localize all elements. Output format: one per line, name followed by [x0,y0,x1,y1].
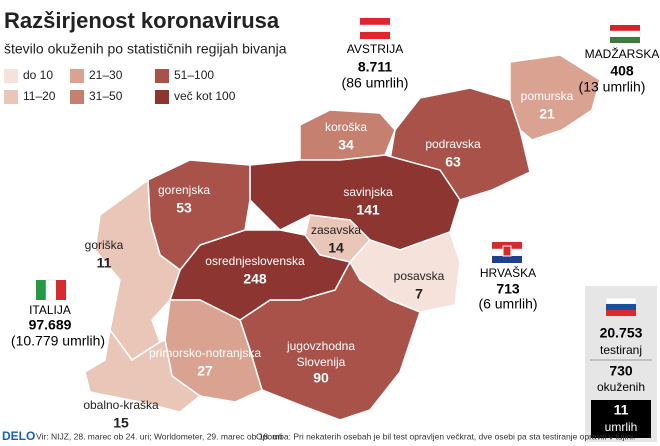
flag-italy [36,279,66,301]
legend-swatch [4,90,18,104]
country-deaths: (10.779 umrlih) [11,333,105,349]
region-name: pomurska [521,89,574,103]
region [84,328,202,413]
country-name: MADŽARSKA [585,46,660,61]
region-name: posavska [394,269,445,283]
legend-label: več kot 100 [174,89,236,103]
region-name: osrednjeslovenska [205,254,305,268]
region [94,178,181,362]
legend: do 10 11–20 21–30 31–50 51–100 več kot 100 [4,68,236,104]
region-name: gorenjska [158,183,210,197]
region-value: 14 [328,240,344,256]
country-cases: 713 [496,281,520,297]
region-value: 21 [539,106,555,122]
deaths-value: 11 [614,402,629,418]
flag-hungary [609,25,641,43]
croatia-info: HRVAŠKA 713 (6 umrlih) [478,265,537,312]
country-deaths: (86 umrlih) [342,75,409,91]
slovenia-box: 20.753 testiranj 730 okuženih 11 umrlih [585,286,657,442]
legend-swatch [155,69,169,83]
region-name: jugovzhodna Slovenija [286,339,355,369]
country-name: HRVAŠKA [480,265,536,280]
title: Razširjenost koronavirusa [4,8,280,33]
region-value: 90 [313,370,329,386]
country-cases: 97.689 [29,317,72,333]
region-name: podravska [425,137,481,151]
region-value: 7 [415,286,423,302]
legend-label: 21–30 [89,68,123,82]
region-value: 63 [445,154,461,170]
infected-label: okuženih [597,380,645,394]
region-name: goriška [85,238,124,252]
subtitle: število okuženih po statističnih regijah… [4,41,287,57]
infected-value: 730 [609,363,633,379]
tested-label: testiranj [600,343,642,357]
tested-value: 20.753 [600,325,643,341]
legend-label: 51–100 [174,68,214,82]
region-value: 15 [113,415,129,431]
flag-austria [359,18,391,39]
italy-info: ITALIJA 97.689 (10.779 umrlih) [11,303,105,349]
region-name: primorsko-notranjska [149,346,261,360]
legend-label: 31–50 [89,89,123,103]
region-name: savinjska [343,185,393,199]
flag-croatia [491,242,523,263]
hungary-info: MADŽARSKA 408 (13 umrlih) [579,46,660,95]
region-labels: pomurska 21 podravska 63 koroška 34 savinjska 1… [83,89,573,431]
legend-swatch [70,90,84,104]
country-cases: 408 [610,63,634,79]
region-value: 53 [176,200,192,216]
legend-swatch [155,90,169,104]
source: Vir: NIJZ, 28. marec ob 24. uri; Worldom… [36,431,282,441]
brand: DELO [2,429,35,443]
legend-label: 11–20 [23,89,56,103]
note: Opomba: Pri nekaterih osebah je bil test… [256,431,635,441]
country-deaths: (13 umrlih) [579,79,646,95]
deaths-label: umrlih [605,420,638,434]
legend-swatch [70,69,84,83]
region-value: 11 [97,255,112,271]
country-name: AVSTRIJA [347,42,403,56]
austria-info: AVSTRIJA 8.711 (86 umrlih) [342,42,409,91]
country-cases: 8.711 [358,59,392,75]
regions [84,54,601,421]
country-deaths: (6 umrlih) [478,296,537,312]
region-value: 248 [243,271,267,287]
region-name: obalno-kraška [83,398,159,412]
region-value: 141 [356,202,380,218]
country-name: ITALIJA [29,303,71,317]
legend-label: do 10 [23,68,53,82]
region-name: koroška [325,120,367,134]
region-name: zasavska [311,223,361,237]
region-value: 27 [197,363,213,379]
region-value: 34 [338,137,354,153]
legend-swatch [4,69,18,83]
